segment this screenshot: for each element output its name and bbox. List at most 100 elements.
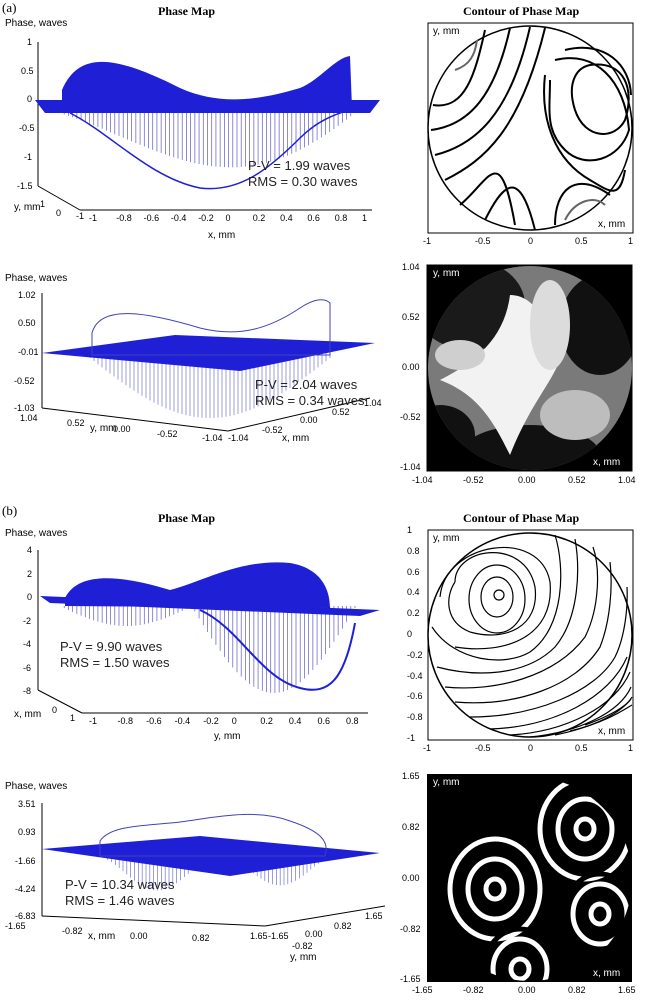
y-axis-label: y, mm	[14, 202, 41, 213]
x-tick: -1.04	[228, 433, 249, 443]
x-tick: 0	[52, 705, 58, 715]
y-tick: -1	[76, 211, 85, 221]
x-tick: 1.65	[618, 985, 636, 995]
y-tick: -1.04	[400, 462, 421, 472]
tick-label: 0.2	[260, 716, 273, 726]
x-tick: -0.52	[262, 425, 283, 435]
tick-label: -0.8	[117, 716, 134, 726]
surface-a2-svg	[41, 293, 375, 432]
z-tick: 1.02	[18, 290, 36, 300]
tick-label: 0.4	[280, 213, 293, 223]
z-tick: 0.93	[18, 827, 36, 837]
phase-map-title-b: Phase Map	[158, 511, 215, 525]
y-axis-label: y, mm	[433, 26, 460, 37]
tick-label: 0	[225, 213, 231, 223]
x-tick: 0.82	[192, 933, 210, 943]
x-tick: -1	[423, 236, 432, 246]
surface-plot-a1: Phase, waves P-V = 1.99 waves RMS = 0.30…	[0, 18, 395, 243]
y-tick: -1	[407, 733, 416, 743]
surface-b1-svg	[37, 550, 380, 714]
pv-readout: P-V = 1.99 waves	[248, 158, 351, 173]
y-tick: 1.65	[402, 771, 420, 781]
rms-readout: RMS = 0.30 waves	[248, 174, 358, 189]
x-tick: 1.04	[364, 398, 382, 408]
y-axis-label: y, mm	[290, 952, 317, 963]
x-tick: 0.5	[575, 236, 588, 246]
x-tick: -0.82	[463, 985, 484, 995]
x-axis-label: x, mm	[593, 457, 621, 468]
surface-a1-svg	[35, 42, 380, 211]
z-tick: -0.52	[14, 376, 35, 386]
x-tick: 0.82	[568, 985, 586, 995]
y-tick: 1.65	[365, 911, 383, 921]
y-tick: -0.2	[407, 649, 423, 660]
y-axis-label: y, mm	[214, 731, 241, 742]
contour-plot-b: y, mm x, mm 1 0.8 0.6 0.4 0.2 0 -0.2 -0.4 -0.6 -0…	[407, 525, 640, 753]
y-tick: 0.8	[407, 545, 420, 556]
pv-readout: P-V = 9.90 waves	[60, 639, 163, 654]
x-tick: -1.65	[412, 985, 433, 995]
contour-title-b: Contour of Phase Map	[463, 511, 580, 525]
y-tick: -0.6	[407, 691, 423, 702]
surface-plot-b2: Phase, waves P-V = 10.34 waves RMS = 1.4…	[0, 781, 395, 981]
z-tick: -1.5	[17, 181, 33, 191]
z-tick: 0.5	[21, 66, 34, 76]
x-tick: -1.04	[412, 475, 433, 485]
x-tick: 0.00	[300, 415, 318, 425]
tick-label: 1	[362, 213, 368, 223]
y-axis-label: y, mm	[433, 268, 460, 279]
z-tick: -1.66	[15, 856, 36, 866]
z-tick: -6.83	[15, 911, 36, 921]
y-tick: 0.82	[334, 921, 352, 931]
z-axis-label: Phase, waves	[5, 273, 68, 284]
tick-label: -0.2	[198, 213, 214, 223]
y-axis-label: y, mm	[90, 423, 117, 434]
z-tick: -0.01	[18, 347, 39, 357]
z-tick: 3.51	[18, 799, 36, 809]
tick-label: -1	[89, 716, 98, 726]
x-tick: 1	[628, 236, 634, 246]
y-tick: 1	[407, 525, 413, 535]
tick-label: -0.6	[146, 716, 162, 726]
pv-readout: P-V = 10.34 waves	[65, 877, 175, 892]
z-tick: 0.50	[18, 318, 36, 328]
y-tick: 0	[407, 629, 413, 639]
x-tick: 1.65	[250, 931, 268, 941]
y-tick: 0.4	[407, 587, 420, 598]
tick-label: 0.6	[317, 716, 330, 726]
tick-label: 0.6	[307, 213, 320, 223]
y-tick: 0.00	[113, 424, 131, 434]
x-tick: 0	[528, 236, 534, 246]
tick-label: 0.8	[334, 213, 348, 223]
y-tick: -0.8	[407, 712, 423, 723]
x-tick: 0.00	[130, 931, 148, 941]
y-tick: -0.82	[400, 924, 421, 934]
z-tick: -4	[23, 639, 32, 649]
x-axis-label: x, mm	[598, 726, 626, 737]
z-axis-label: Phase, waves	[5, 781, 68, 792]
z-tick: 4	[27, 545, 33, 555]
x-axis-label: x, mm	[208, 230, 236, 241]
y-axis-label: y, mm	[433, 777, 460, 788]
x-tick: 1	[628, 743, 634, 753]
rms-readout: RMS = 1.46 waves	[65, 893, 175, 908]
z-tick: -1.03	[14, 403, 35, 413]
z-axis-label: Phase, waves	[5, 528, 68, 539]
fringe-b-svg	[427, 774, 632, 982]
y-tick: -0.52	[400, 412, 421, 422]
surface-plot-a2: Phase, waves P-V = 2.04 waves RMS = 0.34…	[0, 273, 395, 463]
surface-b2-svg	[41, 803, 386, 927]
x-tick: -0.52	[463, 475, 484, 485]
tick-label: 0.4	[288, 716, 302, 726]
surface-plot-b1: Phase, waves P-V = 9.90 waves RMS = 1.50…	[0, 528, 395, 748]
z-tick: 2	[27, 569, 33, 579]
y-tick: 1.04	[402, 262, 420, 272]
tick-label: 0.8	[346, 716, 359, 726]
x-tick: 0.00	[518, 475, 536, 485]
tick-label: -0.8	[116, 213, 132, 223]
y-tick: 0.52	[402, 312, 420, 322]
fringe-plot-b: y, mm x, mm 1.65 0.82 0.00 -0.82 -1.65 -…	[400, 771, 640, 996]
contour-plot-a: y, mm x, mm -1 -0.5 0 0.5 1	[415, 20, 640, 246]
y-tick: 0.82	[402, 822, 420, 832]
x-tick: -1.65	[5, 921, 26, 931]
